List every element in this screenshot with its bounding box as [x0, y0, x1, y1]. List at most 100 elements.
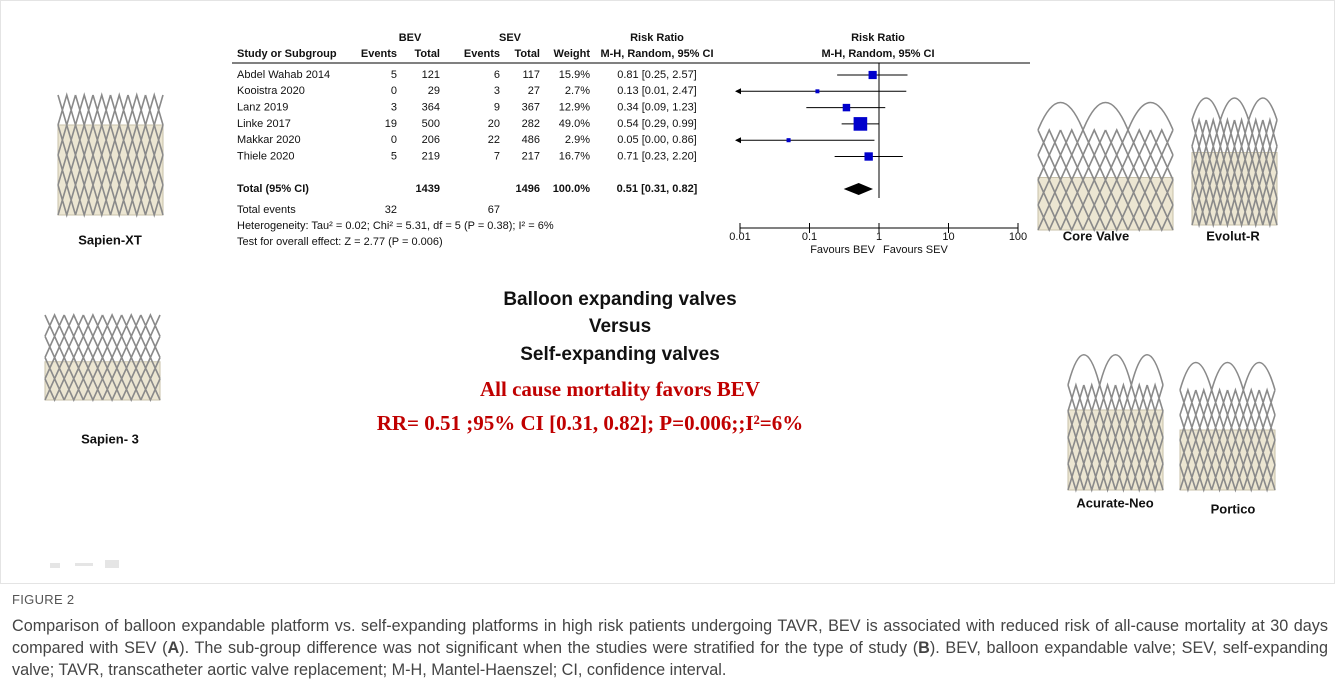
summary-line: Versus	[589, 316, 651, 337]
figure: Balloon expanding valves Versus Self-exp…	[0, 0, 1335, 584]
valve-frame	[57, 92, 164, 218]
x-tick-label: 1	[876, 231, 882, 243]
study-name: Makkar 2020	[237, 134, 301, 146]
weight: 12.9%	[559, 102, 590, 114]
overall-test: Test for overall effect: Z = 2.77 (P = 0…	[237, 236, 443, 248]
valve-frame	[1067, 353, 1164, 493]
total-name: Total (95% CI)	[237, 183, 309, 195]
ci-arrow	[735, 88, 741, 95]
risk-ratio: 0.51 [0.31, 0.82]	[617, 183, 698, 195]
valve-label: Sapien- 3	[81, 431, 139, 446]
point-estimate	[864, 152, 873, 161]
weight: 16.7%	[559, 150, 590, 162]
bev-total: 206	[422, 134, 440, 146]
valve-image	[1191, 97, 1278, 229]
sev-total: 1496	[516, 183, 540, 195]
column-header: Total	[415, 48, 440, 60]
caption-part: Comparison of balloon expandable platfor…	[12, 617, 1328, 657]
sev-events: 67	[488, 204, 500, 216]
column-header: M-H, Random, 95% CI	[600, 48, 713, 60]
bev-events: 0	[391, 134, 397, 146]
valve-label: Acurate-Neo	[1076, 495, 1153, 510]
valve-frame	[1037, 101, 1174, 232]
bev-events: 32	[385, 204, 397, 216]
valve-image	[1067, 353, 1164, 493]
column-header: Risk Ratio	[630, 32, 684, 44]
weight: 15.9%	[559, 69, 590, 81]
valve-label: Sapien-XT	[78, 232, 142, 247]
sev-events: 3	[494, 85, 500, 97]
faint-icons	[50, 560, 119, 568]
favours-label: Favours BEV	[810, 244, 875, 256]
risk-ratio: 0.05 [0.00, 0.86]	[617, 134, 697, 146]
column-header: Events	[361, 48, 397, 60]
valve-frame	[1191, 97, 1278, 229]
column-header: Study or Subgroup	[237, 48, 337, 60]
valve-skirt	[44, 361, 161, 401]
column-header: Total	[515, 48, 540, 60]
figure-label: FIGURE 2	[12, 592, 75, 607]
sev-events: 22	[488, 134, 500, 146]
study-name: Linke 2017	[237, 118, 291, 130]
valve-image	[1037, 101, 1174, 232]
column-header: M-H, Random, 95% CI	[821, 48, 934, 60]
caption-text: Comparison of balloon expandable platfor…	[12, 615, 1328, 681]
risk-ratio: 0.13 [0.01, 2.47]	[617, 85, 697, 97]
x-tick-label: 100	[1009, 231, 1027, 243]
column-header: BEV	[399, 32, 422, 44]
point-estimate	[868, 70, 877, 80]
conclusion: All cause mortality favors BEV	[480, 377, 760, 401]
x-tick-label: 0.1	[802, 231, 817, 243]
sev-total: 367	[522, 102, 540, 114]
risk-ratio: 0.54 [0.29, 0.99]	[617, 118, 697, 130]
study-name: Lanz 2019	[237, 102, 288, 114]
sev-events: 6	[494, 69, 500, 81]
study-name: Kooistra 2020	[237, 85, 305, 97]
caption-part: A	[167, 639, 180, 657]
weight: 2.9%	[565, 134, 590, 146]
caption-part: ). BEV, balloon expandable valve; SEV, s…	[12, 639, 1329, 679]
bev-events: 0	[391, 85, 397, 97]
ci-arrow	[735, 137, 741, 144]
column-header: Risk Ratio	[851, 32, 905, 44]
valve-label: Evolut-R	[1206, 228, 1260, 243]
x-tick-label: 0.01	[729, 231, 750, 243]
valve-label: Core Valve	[1063, 228, 1130, 243]
sev-events: 9	[494, 102, 500, 114]
summary-line: Balloon expanding valves	[503, 289, 736, 310]
valve-frame	[44, 313, 161, 402]
valve-image	[44, 313, 161, 402]
study-name: Abdel Wahab 2014	[237, 69, 330, 81]
valve-skirt	[1067, 409, 1164, 491]
statistics: RR= 0.51 ;95% CI [0.31, 0.82]; P=0.006;;…	[377, 411, 804, 435]
risk-ratio: 0.71 [0.23, 2.20]	[617, 150, 697, 162]
bev-total: 1439	[416, 183, 440, 195]
point-estimate	[853, 117, 868, 131]
sev-events: 7	[494, 150, 500, 162]
sev-total: 217	[522, 150, 540, 162]
bev-total: 29	[428, 85, 440, 97]
valve-skirt	[57, 124, 164, 216]
caption-part: B	[918, 639, 930, 657]
weight: 2.7%	[565, 85, 590, 97]
bev-events: 19	[385, 118, 397, 130]
heterogeneity: Heterogeneity: Tau² = 0.02; Chi² = 5.31,…	[237, 220, 554, 232]
study-name: Thiele 2020	[237, 150, 295, 162]
bev-total: 121	[422, 69, 440, 81]
sev-total: 486	[522, 134, 540, 146]
column-header: Weight	[554, 48, 591, 60]
sev-total: 117	[522, 69, 540, 81]
favours-label: Favours SEV	[883, 244, 948, 256]
total-events-name: Total events	[237, 204, 296, 216]
sev-events: 20	[488, 118, 500, 130]
bev-total: 364	[422, 102, 440, 114]
valve-label: Portico	[1211, 501, 1256, 516]
weight: 100.0%	[553, 183, 591, 195]
x-tick-label: 10	[942, 231, 954, 243]
valve-skirt	[1191, 152, 1278, 226]
point-estimate	[786, 138, 791, 143]
point-estimate	[815, 89, 820, 94]
valve-image	[1179, 361, 1276, 493]
column-header: SEV	[499, 32, 522, 44]
risk-ratio: 0.34 [0.09, 1.23]	[617, 102, 697, 114]
